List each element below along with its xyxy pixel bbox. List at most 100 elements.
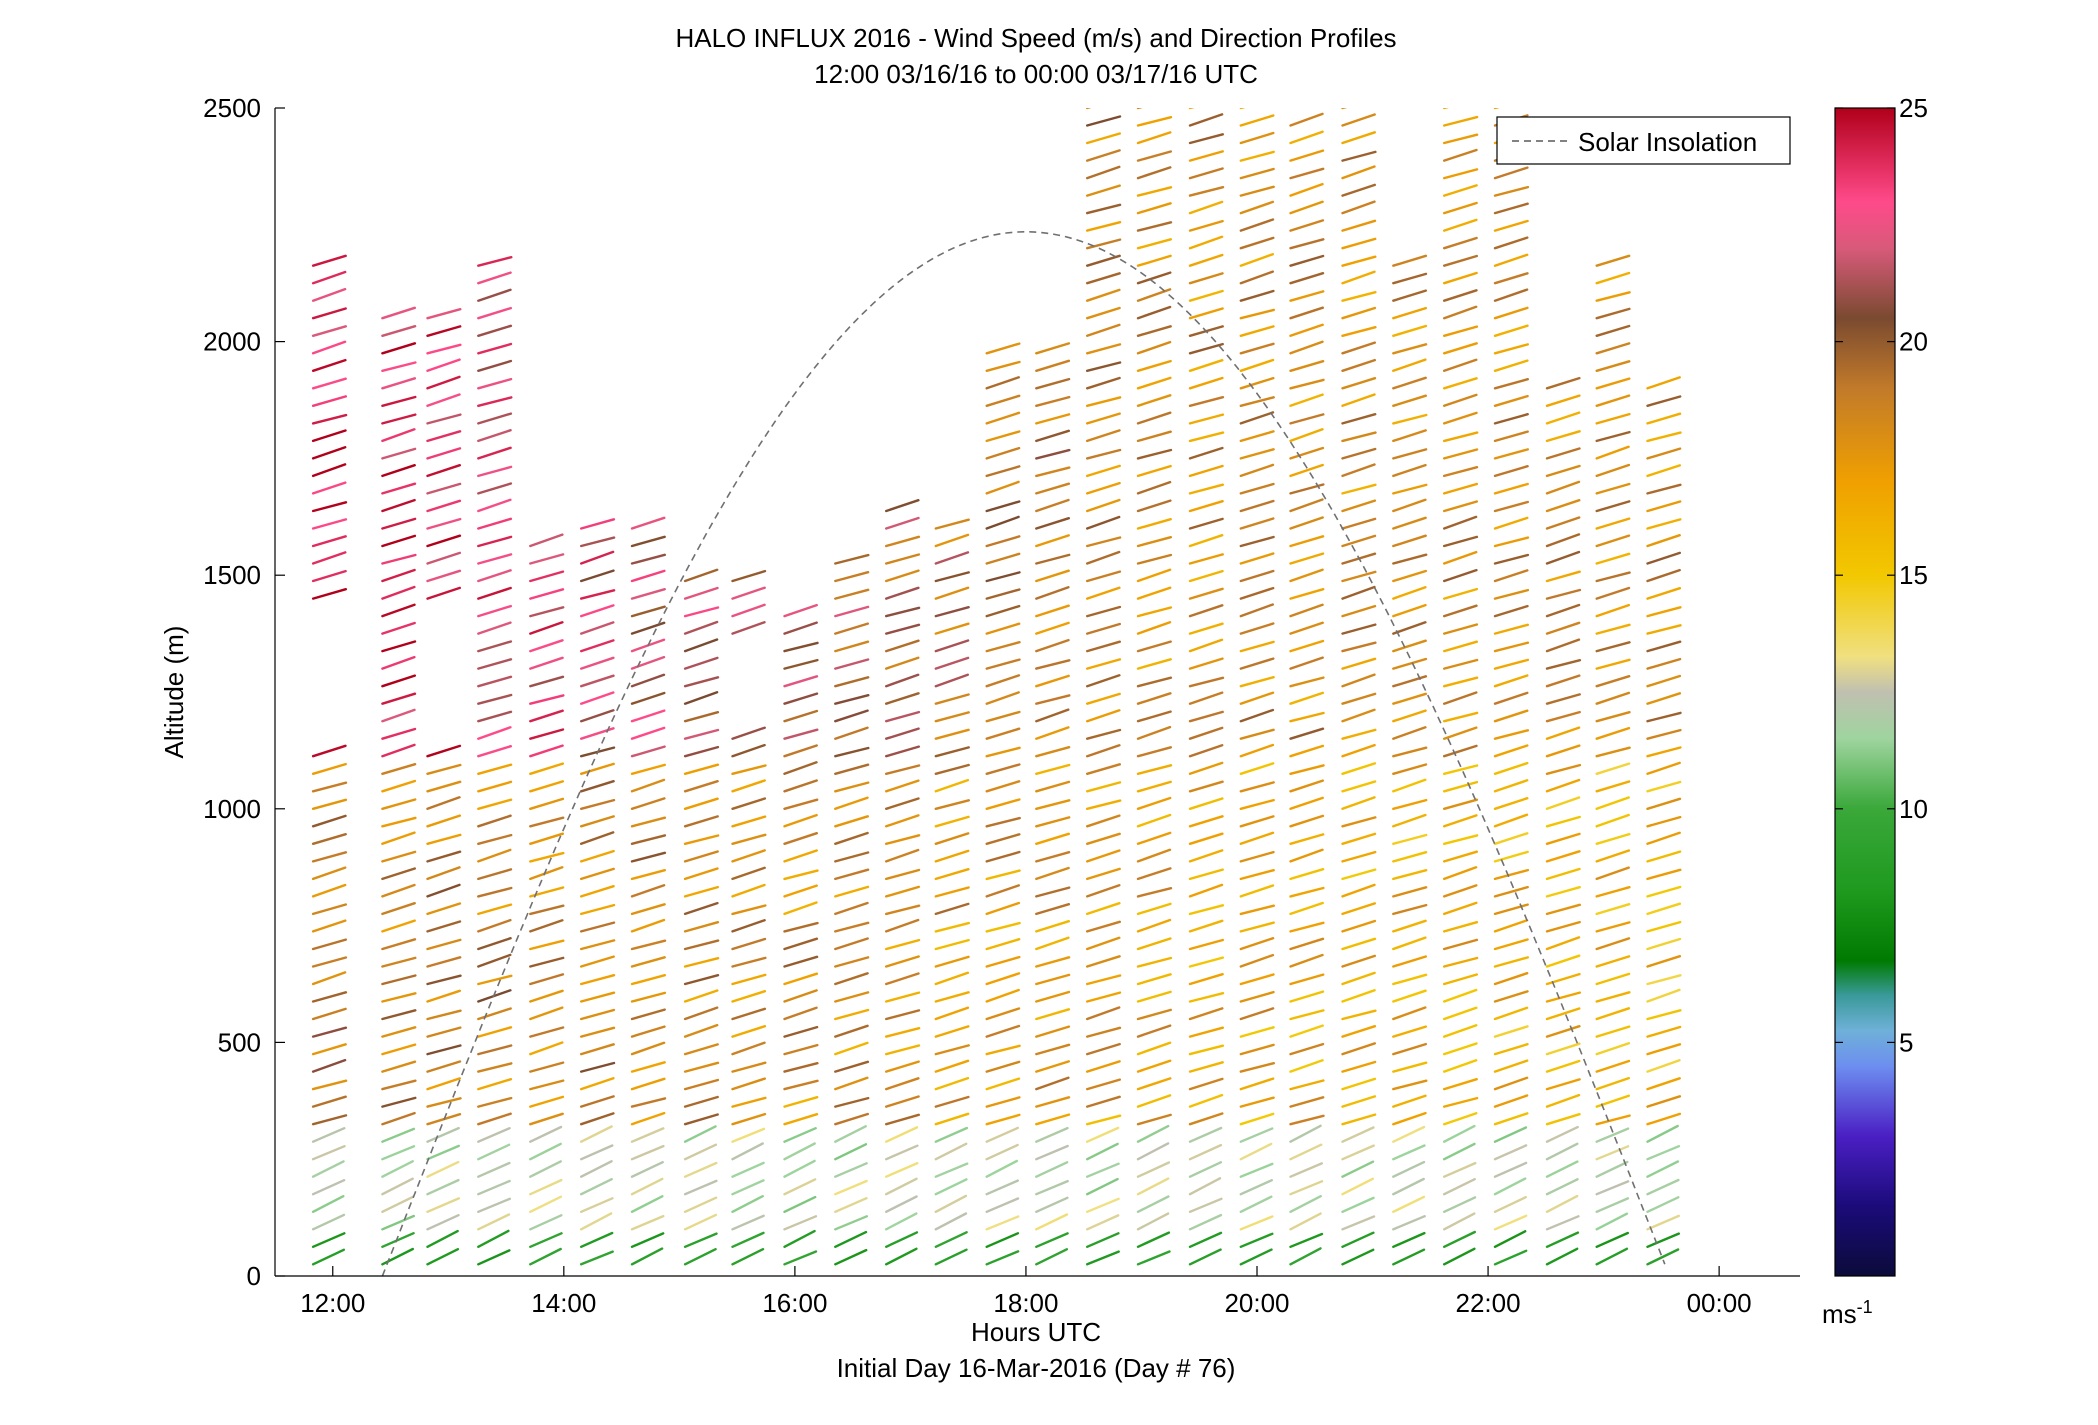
wind-barb [630,516,666,530]
wind-barb [1085,376,1121,390]
wind-barb [1595,271,1631,285]
wind-barb [1595,780,1631,793]
wind-barb [426,989,461,1003]
wind-barb [1289,130,1324,145]
wind-barb [630,1127,665,1143]
wind-barb [426,1213,460,1231]
wind-barb [1188,744,1224,758]
wind-barb [731,621,766,635]
wind-barb [1595,342,1631,355]
wind-barb [1595,726,1631,740]
wind-barb [1545,920,1581,933]
wind-barb [885,764,921,775]
wind-barb [1289,953,1324,968]
wind-barb [1239,185,1275,197]
wind-barb [381,1009,417,1021]
wind-barb [1239,676,1275,688]
wind-barb [1188,1007,1224,1021]
wind-barb [426,499,462,513]
wind-barb [1493,569,1529,583]
wind-barb [1595,1076,1631,1091]
wind-barb [311,1026,348,1038]
wind-barb [1289,1009,1325,1021]
wind-barb [783,1043,819,1056]
wind-barb [1289,535,1325,548]
wind-barb [1493,623,1530,635]
wind-barb [885,710,921,723]
wind-barb [1493,1006,1529,1021]
wind-barb [1646,955,1682,968]
wind-barb [381,779,417,793]
wind-barb [529,1061,565,1073]
wind-barb [1646,1196,1680,1214]
wind-barb [1442,834,1479,845]
wind-barb [1188,797,1224,810]
wind-barb [1595,1007,1631,1021]
wind-barb [1239,815,1275,828]
wind-barb [1392,1160,1426,1178]
wind-barb [529,675,565,688]
wind-barb [1392,989,1427,1003]
wind-barb [1341,165,1376,180]
wind-barb [1442,515,1478,530]
wind-barb [1289,463,1324,478]
wind-barb [1136,1231,1171,1249]
wind-barb [985,988,1020,1003]
wind-barb [1035,832,1071,845]
wind-barb [683,1179,718,1196]
wind-barb [1188,553,1224,565]
wind-barb [426,1160,460,1178]
wind-barb [1442,956,1479,968]
wind-barb [477,1179,511,1196]
wind-barb [1595,463,1631,478]
wind-barb [683,1213,718,1231]
wind-barb [1442,568,1478,583]
wind-barb [1188,1077,1224,1091]
wind-barb [885,499,920,513]
wind-barb [934,673,969,688]
wind-barb [1646,711,1682,723]
wind-barb [985,1060,1021,1073]
wind-barb [834,746,870,758]
wind-barb [1035,1126,1069,1143]
wind-barb [834,1096,870,1108]
wind-barb [1136,1212,1170,1231]
wind-barb [731,797,767,810]
wind-barb [426,1126,460,1143]
wind-barb [1239,921,1275,933]
wind-barb [731,904,767,916]
wind-barb [1239,1162,1274,1178]
wind-barb [1188,761,1224,775]
wind-barb [381,655,416,670]
wind-barb [885,955,920,968]
wind-barb [1289,588,1325,600]
wind-barb [1289,428,1324,443]
wind-barb [731,973,767,986]
wind-barb [1646,657,1682,670]
wind-barb [1646,568,1681,583]
wind-barb [885,1113,920,1126]
wind-barb [1646,534,1681,548]
wind-barb [1442,1042,1478,1056]
wind-barb [683,1196,718,1214]
wind-barb [580,849,615,863]
wind-barb [529,1247,562,1266]
wind-barb [985,430,1021,443]
wind-barb [311,325,347,337]
wind-barb [1085,108,1092,110]
wind-barb [1341,150,1377,162]
wind-barb [683,834,720,845]
wind-barb [381,585,416,600]
wind-barb [1239,396,1275,407]
wind-barb [1188,1026,1225,1038]
wind-barb [529,1214,563,1231]
wind-barb [1085,429,1121,443]
wind-barb [477,586,512,600]
wind-barb [1035,517,1071,530]
wind-barb [1239,937,1275,951]
wind-barb [477,306,512,320]
wind-barb [1392,1094,1427,1108]
wind-barb [1646,1124,1679,1143]
wind-barb [477,1007,512,1021]
wind-barb [683,1095,719,1108]
